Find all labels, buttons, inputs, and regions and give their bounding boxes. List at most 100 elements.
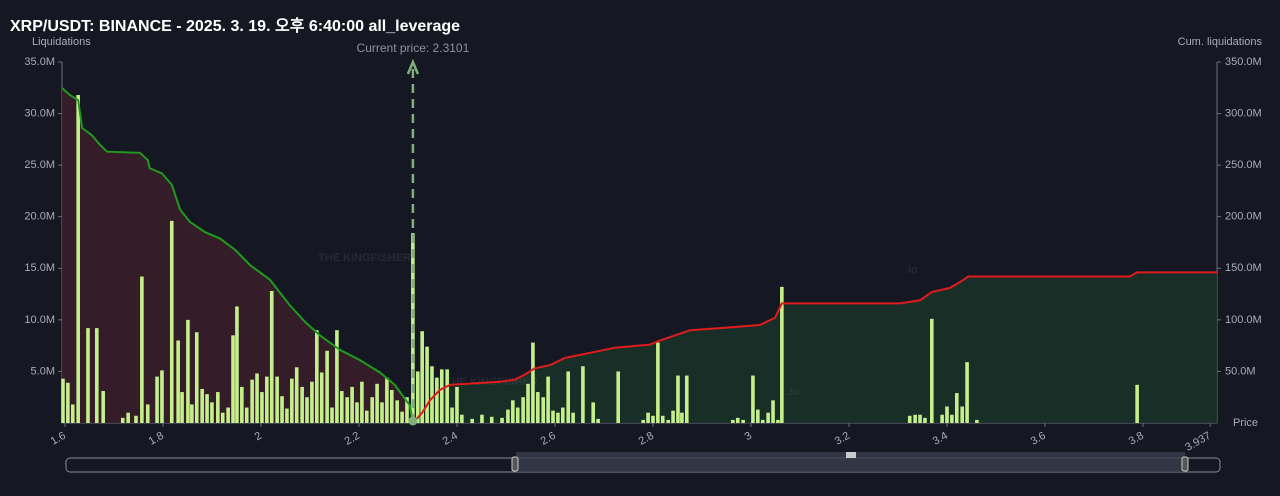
x-axis-label: Price: [1233, 417, 1258, 429]
bar: [561, 407, 565, 423]
y2-tick-label: 100.0M: [1225, 314, 1262, 326]
bar: [160, 370, 164, 423]
watermark-suffix: .io: [905, 264, 918, 276]
bar: [226, 407, 230, 423]
bar: [616, 371, 620, 423]
bar: [666, 419, 670, 423]
current-price-dot: [408, 416, 418, 426]
bar: [235, 306, 239, 423]
navigator-grip[interactable]: [846, 452, 856, 458]
bar: [176, 340, 180, 423]
bar: [200, 388, 204, 423]
bar: [265, 376, 269, 423]
bar: [511, 400, 515, 423]
navigator[interactable]: [65, 452, 1221, 473]
bar: [671, 410, 675, 423]
watermark: THE KINGFISHER: [318, 252, 411, 264]
bar: [591, 402, 595, 423]
bar: [940, 414, 944, 423]
cum-line: [412, 271, 1217, 424]
bar: [581, 366, 585, 423]
bar: [975, 419, 979, 423]
bar: [515, 407, 520, 423]
bar: [145, 404, 150, 423]
bar: [101, 391, 105, 423]
bar: [350, 386, 354, 423]
bar: [134, 415, 138, 423]
bar: [1135, 384, 1139, 423]
bar: [541, 397, 546, 423]
bar: [400, 411, 404, 423]
bar: [190, 404, 194, 423]
bar: [771, 400, 775, 423]
bar: [364, 410, 369, 423]
chart-title: XRP/USDT: BINANCE - 2025. 3. 19. 오후 6:40…: [10, 16, 460, 35]
bar: [945, 406, 949, 423]
bar: [445, 369, 449, 423]
bar: [260, 392, 264, 423]
x-tick-label: 2: [253, 430, 264, 443]
bar: [294, 367, 299, 423]
bar: [641, 419, 645, 423]
bar: [435, 377, 439, 423]
bar: [220, 412, 225, 423]
bar: [439, 369, 444, 423]
bar: [731, 419, 735, 423]
bar: [913, 414, 917, 423]
bar: [756, 409, 760, 423]
bar: [923, 417, 927, 423]
bar: [766, 412, 770, 423]
bar: [180, 392, 184, 423]
bar: [430, 366, 434, 423]
bar: [66, 382, 70, 423]
bar: [930, 318, 934, 423]
y2-tick-label: 200.0M: [1225, 211, 1262, 223]
bar: [255, 373, 259, 423]
navigator-handle[interactable]: [511, 456, 519, 472]
bar: [460, 414, 464, 423]
bar: [776, 419, 780, 423]
bar: [907, 415, 912, 423]
y2-tick-label: 150.0M: [1225, 262, 1262, 274]
y-tick-label: 15.0M: [24, 262, 55, 274]
bar: [954, 393, 959, 423]
bar: [140, 276, 144, 423]
navigator-handle[interactable]: [1181, 456, 1189, 472]
bar: [340, 391, 344, 423]
bar: [651, 415, 655, 423]
y2-tick-label: 350.0M: [1225, 56, 1262, 68]
bar: [780, 286, 784, 423]
current-price-arrow: [406, 58, 420, 75]
bar: [556, 412, 560, 423]
x-tick-label: 3: [743, 430, 754, 443]
current-price-label: Current price: 2.3101: [357, 41, 470, 55]
bar: [325, 350, 329, 423]
bar: [355, 402, 359, 423]
bar: [551, 410, 555, 423]
bar: [345, 397, 349, 423]
bar: [470, 418, 474, 423]
y-tick-label: 30.0M: [24, 107, 55, 119]
bar: [240, 386, 244, 423]
y2-tick-label: 250.0M: [1225, 159, 1262, 171]
cum-area: [412, 272, 1217, 423]
y-tick-label: 25.0M: [24, 159, 55, 171]
cum-line: [61, 87, 414, 424]
bar: [360, 381, 364, 423]
navigator-selection[interactable]: [516, 452, 1185, 472]
bar: [566, 371, 571, 423]
bar: [375, 383, 379, 423]
bar: [70, 404, 75, 423]
bar: [489, 416, 494, 423]
y-axis-label: Liquidations: [32, 36, 91, 48]
bar: [94, 328, 99, 423]
bar: [305, 397, 309, 423]
bar: [126, 412, 130, 423]
bar: [290, 378, 294, 423]
bar: [950, 414, 954, 423]
bar: [521, 397, 525, 423]
bar: [420, 331, 424, 423]
y2-tick-label: 300.0M: [1225, 107, 1262, 119]
bar: [680, 412, 684, 423]
